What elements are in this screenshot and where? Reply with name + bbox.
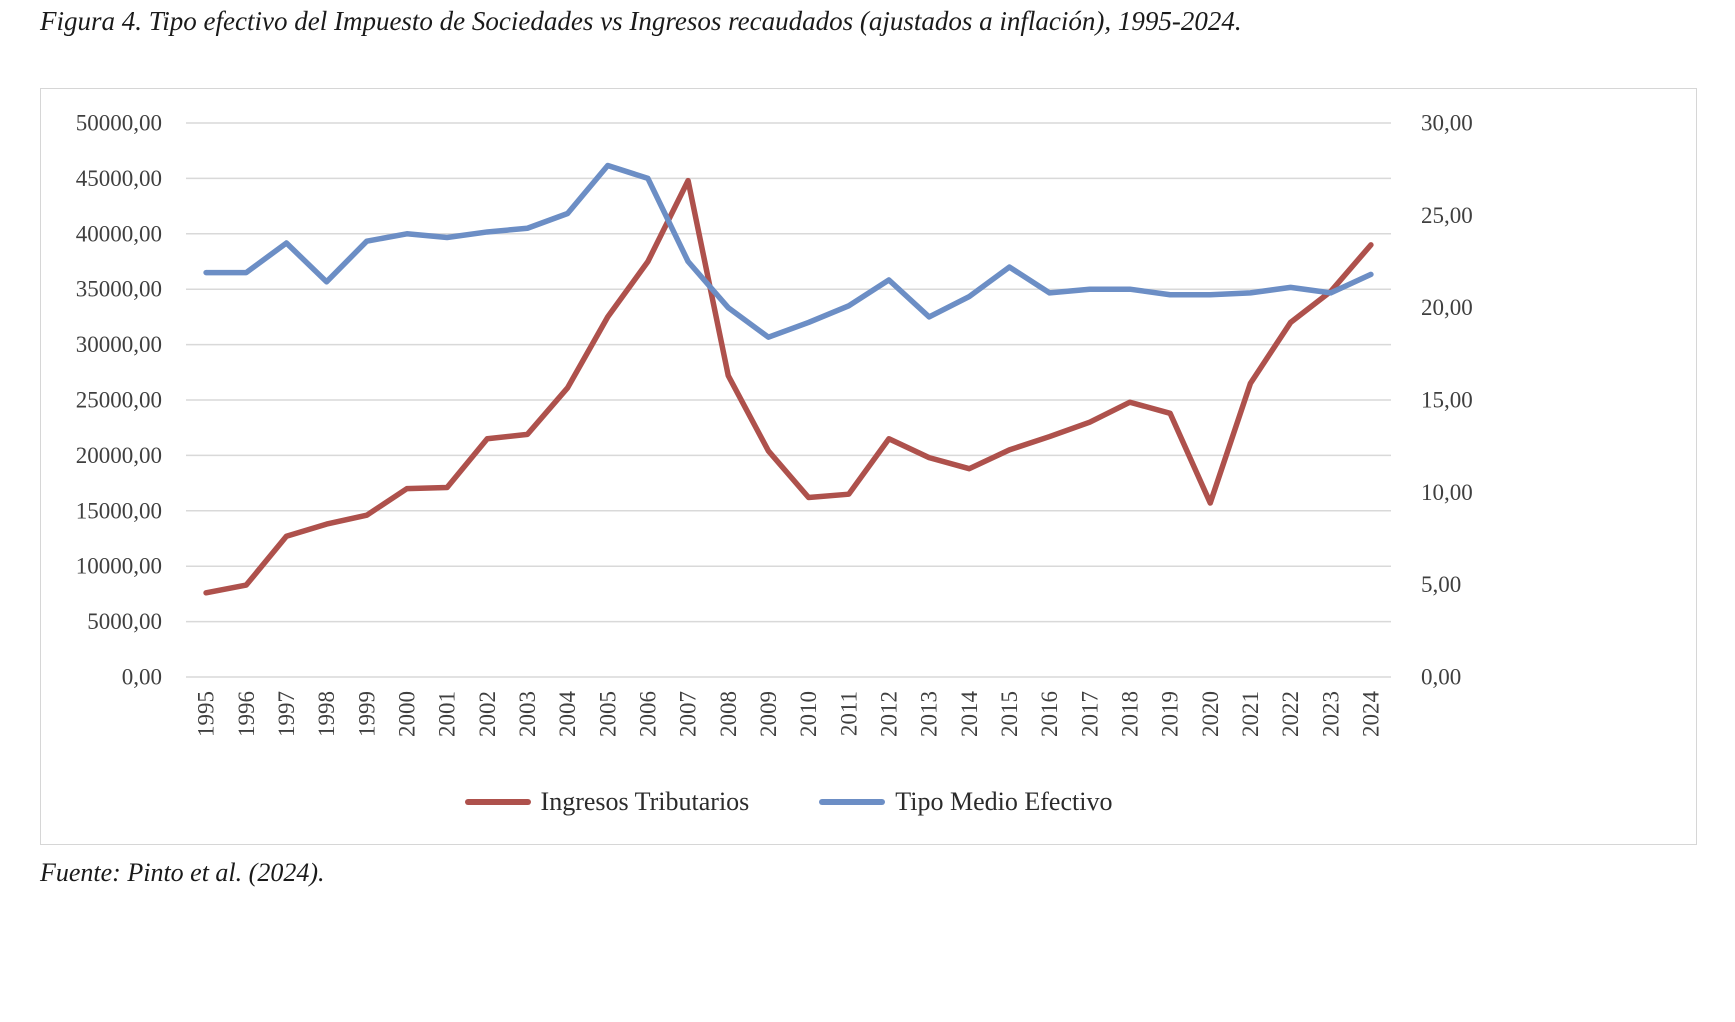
x-axis-tick-label: 2016 bbox=[1037, 691, 1062, 737]
x-axis-tick-label: 2018 bbox=[1117, 691, 1142, 737]
left-axis-tick-label: 15000,00 bbox=[76, 498, 162, 523]
legend-line-swatch bbox=[819, 799, 886, 805]
left-axis-tick-label: 45000,00 bbox=[76, 166, 162, 191]
x-axis-tick-label: 2017 bbox=[1077, 691, 1102, 737]
x-axis-tick-label: 2023 bbox=[1318, 691, 1343, 737]
right-axis-tick-label: 10,00 bbox=[1421, 480, 1473, 505]
left-axis-tick-label: 30000,00 bbox=[76, 332, 162, 357]
x-axis-tick-label: 1996 bbox=[234, 691, 259, 737]
x-axis-tick-label: 2000 bbox=[394, 691, 419, 737]
x-axis-tick-label: 2010 bbox=[796, 691, 821, 737]
x-axis-tick-label: 2006 bbox=[635, 691, 660, 737]
x-axis-tick-label: 2002 bbox=[475, 691, 500, 737]
x-axis-tick-label: 2007 bbox=[676, 691, 701, 737]
x-axis-tick-label: 2009 bbox=[756, 691, 781, 737]
x-axis-tick-label: 2022 bbox=[1278, 691, 1303, 737]
left-axis-tick-label: 50000,00 bbox=[76, 111, 162, 136]
right-axis-tick-label: 15,00 bbox=[1421, 388, 1473, 413]
legend-line-swatch bbox=[464, 799, 531, 805]
x-axis-tick-label: 2005 bbox=[595, 691, 620, 737]
x-axis-tick-label: 2015 bbox=[997, 691, 1022, 737]
left-axis-tick-label: 35000,00 bbox=[76, 277, 162, 302]
x-axis-tick-label: 1999 bbox=[354, 691, 379, 737]
x-axis-tick-label: 2014 bbox=[957, 691, 982, 738]
x-axis-tick-label: 1998 bbox=[314, 691, 339, 737]
legend-item: Ingresos Tributarios bbox=[464, 787, 750, 817]
left-axis-tick-label: 20000,00 bbox=[76, 443, 162, 468]
chart-container: 0,00 5000,00 10000,00 15000,00 20000,00 25000… bbox=[40, 88, 1697, 845]
left-axis-tick-label: 25000,00 bbox=[76, 388, 162, 413]
figure-caption: Figura 4. Tipo efectivo del Impuesto de … bbox=[40, 6, 1242, 36]
legend-item: Tipo Medio Efectivo bbox=[819, 787, 1112, 817]
x-axis-tick-label: 2008 bbox=[716, 691, 741, 737]
x-axis-tick-label: 2021 bbox=[1238, 691, 1263, 737]
right-axis-tick-label: 20,00 bbox=[1421, 295, 1473, 320]
left-axis-tick-label: 40000,00 bbox=[76, 221, 162, 246]
right-axis-tick-label: 30,00 bbox=[1421, 111, 1473, 136]
left-axis-tick-label: 0,00 bbox=[122, 665, 162, 690]
line-chart: 0,005000,0010000,0015000,0020000,0025000… bbox=[76, 111, 1473, 738]
x-axis-tick-label: 2001 bbox=[435, 691, 460, 737]
x-axis-tick-label: 2012 bbox=[876, 691, 901, 737]
right-axis-tick-label: 0,00 bbox=[1421, 665, 1461, 690]
right-axis-tick-label: 5,00 bbox=[1421, 572, 1461, 597]
x-axis-tick-label: 2011 bbox=[836, 691, 861, 736]
series-line-ingresos-tributarios bbox=[203, 177, 1374, 596]
x-axis-tick-label: 2019 bbox=[1158, 691, 1183, 737]
x-axis-tick-label: 2020 bbox=[1198, 691, 1223, 737]
x-axis-tick-label: 1997 bbox=[274, 691, 299, 737]
left-axis-tick-label: 10000,00 bbox=[76, 554, 162, 579]
x-axis-tick-label: 2013 bbox=[917, 691, 942, 737]
chart-legend: Ingresos Tributarios Tipo Medio Efectivo bbox=[186, 787, 1391, 817]
x-axis-tick-label: 2004 bbox=[555, 691, 580, 738]
legend-label: Tipo Medio Efectivo bbox=[895, 787, 1113, 816]
x-axis-tick-label: 1995 bbox=[194, 691, 219, 737]
x-axis-tick-label: 2003 bbox=[515, 691, 540, 737]
series-line-tipo-medio-efectivo bbox=[203, 162, 1374, 340]
legend-label: Ingresos Tributarios bbox=[540, 787, 750, 816]
left-axis-tick-label: 5000,00 bbox=[87, 609, 162, 634]
x-axis-tick-label: 2024 bbox=[1358, 691, 1383, 738]
right-axis-tick-label: 25,00 bbox=[1421, 203, 1473, 228]
figure-source: Fuente: Pinto et al. (2024). bbox=[40, 858, 325, 887]
